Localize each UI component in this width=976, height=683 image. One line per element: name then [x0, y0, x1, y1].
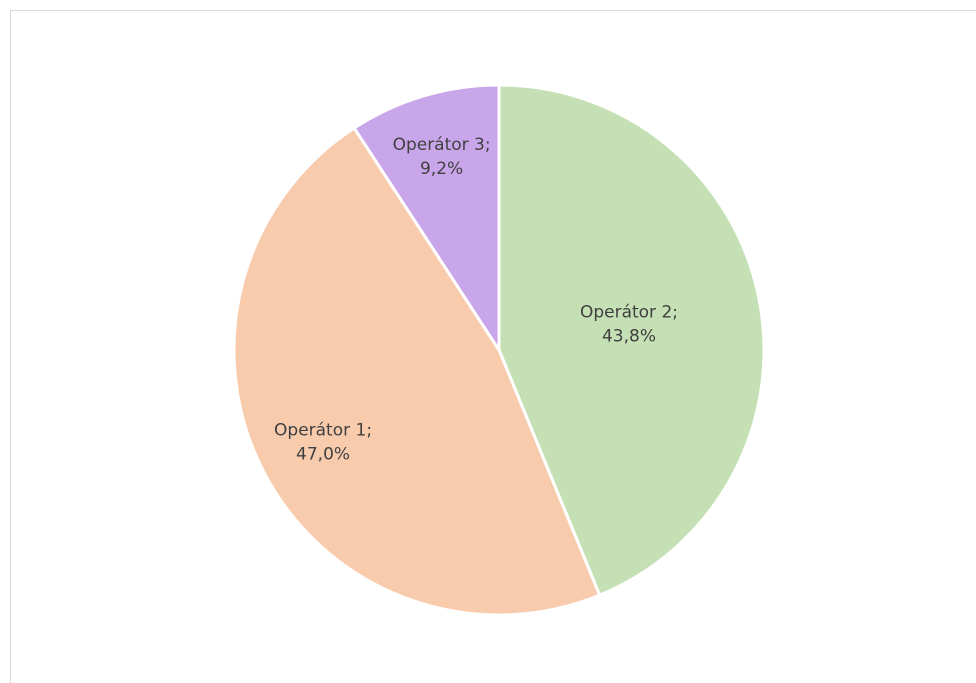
value-label: 47,0%	[296, 444, 350, 464]
data-label: Operátor 2; 43,8%	[580, 302, 678, 346]
category-label: Operátor 2	[580, 302, 672, 322]
labels: Operátor 2; 43,8%Operátor 1; 47,0%Operátor…	[274, 135, 678, 464]
category-label: Operátor 1	[274, 420, 366, 440]
value-label: 9,2%	[420, 159, 463, 179]
pie-slice	[352, 83, 501, 352]
value-label: 43,8%	[602, 326, 656, 346]
pie-slice	[497, 83, 766, 597]
label-separator: ;	[672, 302, 678, 322]
data-label: Operátor 1; 47,0%	[274, 420, 372, 464]
category-label: Operátor 3	[393, 135, 485, 155]
label-separator: ;	[366, 420, 372, 440]
label-separator: ;	[485, 135, 491, 155]
data-label: Operátor 3; 9,2%	[393, 135, 491, 179]
slices	[232, 83, 766, 617]
pie-slice	[232, 126, 602, 617]
